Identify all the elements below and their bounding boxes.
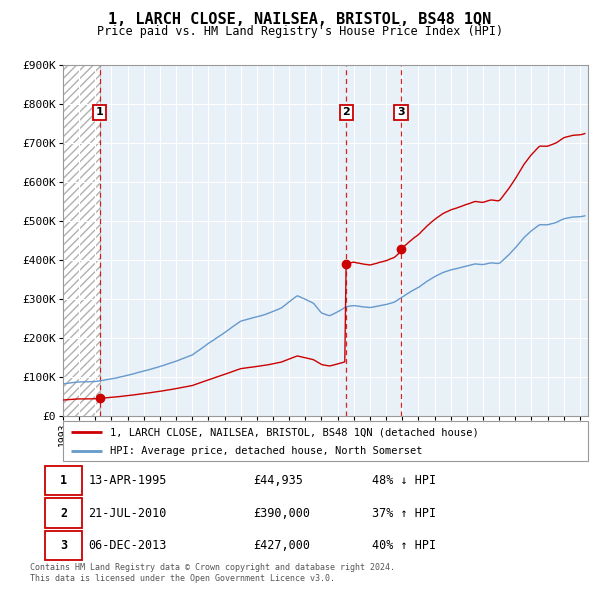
Text: 2: 2 xyxy=(60,506,67,520)
Text: £390,000: £390,000 xyxy=(253,506,310,520)
Text: 2: 2 xyxy=(343,107,350,117)
FancyBboxPatch shape xyxy=(46,499,82,527)
Text: £427,000: £427,000 xyxy=(253,539,310,552)
Text: 37% ↑ HPI: 37% ↑ HPI xyxy=(372,506,436,520)
Text: £44,935: £44,935 xyxy=(253,474,303,487)
FancyBboxPatch shape xyxy=(46,530,82,560)
FancyBboxPatch shape xyxy=(46,466,82,496)
Text: 40% ↑ HPI: 40% ↑ HPI xyxy=(372,539,436,552)
Text: 13-APR-1995: 13-APR-1995 xyxy=(89,474,167,487)
Text: Contains HM Land Registry data © Crown copyright and database right 2024.
This d: Contains HM Land Registry data © Crown c… xyxy=(30,563,395,583)
Text: 48% ↓ HPI: 48% ↓ HPI xyxy=(372,474,436,487)
Text: 1: 1 xyxy=(96,107,104,117)
Text: 21-JUL-2010: 21-JUL-2010 xyxy=(89,506,167,520)
Text: 3: 3 xyxy=(397,107,405,117)
Text: HPI: Average price, detached house, North Somerset: HPI: Average price, detached house, Nort… xyxy=(110,447,423,456)
Bar xyxy=(63,65,100,416)
Text: 1, LARCH CLOSE, NAILSEA, BRISTOL, BS48 1QN: 1, LARCH CLOSE, NAILSEA, BRISTOL, BS48 1… xyxy=(109,12,491,27)
Text: 3: 3 xyxy=(60,539,67,552)
Text: 1: 1 xyxy=(60,474,67,487)
Text: 06-DEC-2013: 06-DEC-2013 xyxy=(89,539,167,552)
Text: 1, LARCH CLOSE, NAILSEA, BRISTOL, BS48 1QN (detached house): 1, LARCH CLOSE, NAILSEA, BRISTOL, BS48 1… xyxy=(110,428,479,438)
Text: Price paid vs. HM Land Registry's House Price Index (HPI): Price paid vs. HM Land Registry's House … xyxy=(97,25,503,38)
